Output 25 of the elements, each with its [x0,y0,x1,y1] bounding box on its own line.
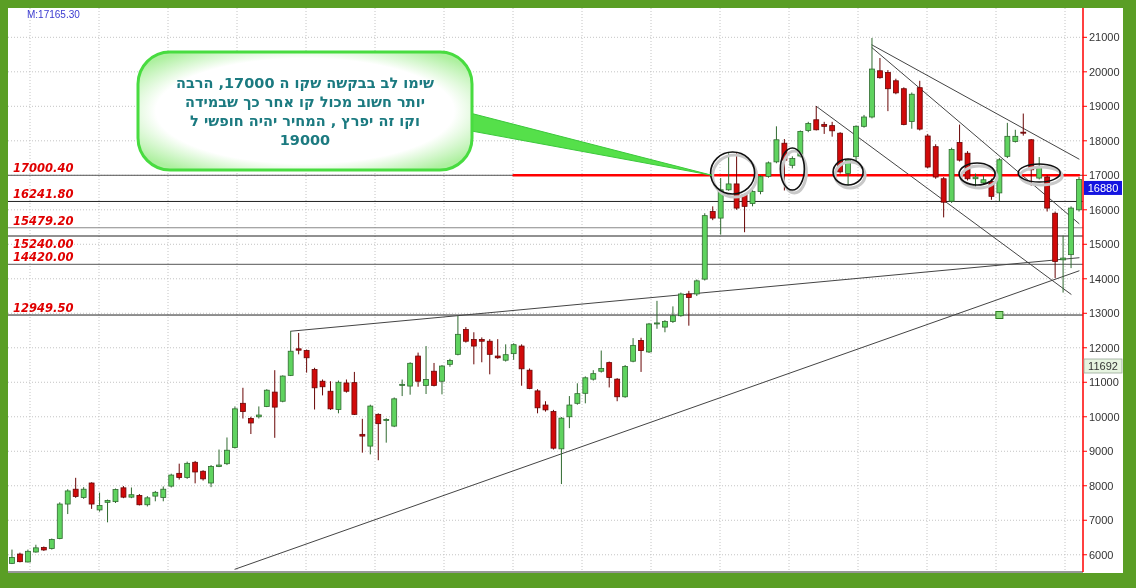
y-tick-label: 18000 [1089,134,1120,147]
text: 16880 [1087,181,1119,194]
y-tick-label: 12000 [1089,341,1120,354]
ref-line-label: 14420.00 [13,250,74,265]
y-tick-label: 19000 [1089,100,1120,113]
y-tick-label: 8000 [1089,479,1114,492]
y-tick-label: 7000 [1089,514,1114,527]
y-tick-label: 9000 [1089,445,1114,458]
y-tick-label: 17000 [1089,169,1120,182]
y-tick-label: 13000 [1089,307,1120,320]
y-tick-label: 15000 [1089,238,1120,251]
y-tick-label: 20000 [1089,65,1120,78]
y-tick-label: 10000 [1089,410,1120,423]
text: 11692 [1088,360,1118,372]
y-tick-label: 6000 [1089,548,1114,561]
y-tick-label: 21000 [1089,31,1120,44]
y-tick-label: 16000 [1089,203,1120,216]
annotation: M:17165.30 [27,9,81,20]
ref-line-label: 17000.40 [13,161,74,176]
ref-line-label: 12949.50 [13,301,74,316]
ref-line-label: 15479.20 [13,213,74,228]
y-tick-label: 14000 [1089,272,1120,285]
ref-line-label: 15240.00 [13,237,74,252]
ref-line-label: 16241.80 [13,187,74,202]
y-tick-label: 11000 [1089,376,1119,389]
